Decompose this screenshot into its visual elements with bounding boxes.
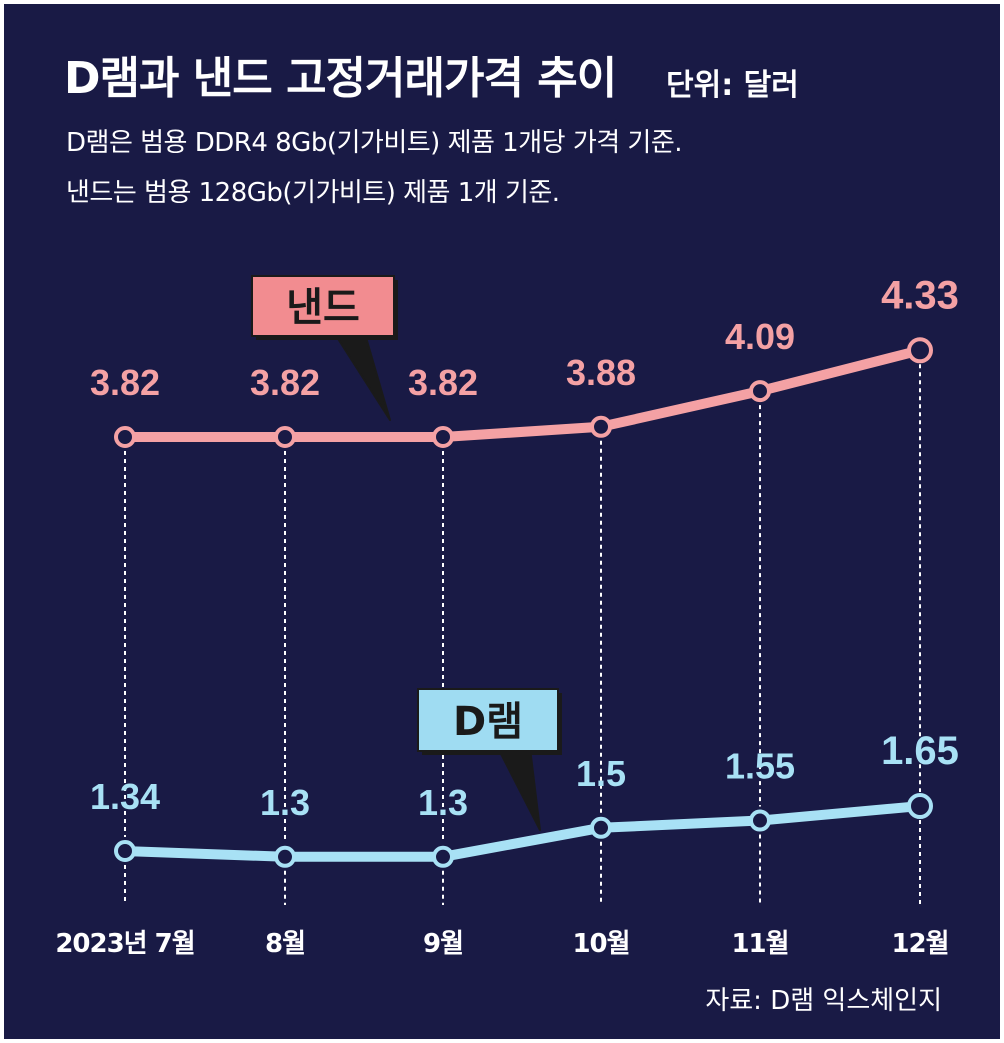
dram-point [114,840,136,862]
dram-point [432,845,454,868]
nand-point [432,426,454,448]
nand-value-label: 4.33 [881,273,959,317]
dram-callout-box [417,688,559,752]
dram-point [590,816,612,839]
x-tick-label: 8월 [265,929,305,959]
dram-value-label: 1.3 [260,782,310,823]
dram-point [749,809,771,832]
dram-value-label: 1.3 [418,782,468,823]
x-tick-label: 12월 [891,929,948,959]
nand-series-label: 낸드 [286,285,360,331]
nand-point [590,415,612,438]
chart-panel: D램과 낸드 고정거래가격 추이 단위: 달러 D램은 범용 DDR4 8Gb(… [4,4,1000,1039]
nand-point [907,337,933,364]
nand-value-label: 3.82 [408,362,478,403]
dram-line [120,801,925,862]
nand-value-label: 4.09 [725,316,795,357]
nand-point [749,380,771,403]
x-tick-label: 11월 [731,929,788,959]
nand-value-label: 3.88 [566,352,636,393]
nand-line [120,345,925,442]
dram-value-label: 1.34 [90,776,160,817]
nand-callout-box [251,275,395,337]
x-tick-label: 2023년 7월 [55,929,194,959]
nand-callout-tail-shadow [334,333,391,421]
nand-point [274,426,296,448]
dram-point [274,845,296,868]
note-nand-basis: 낸드는 범용 128Gb(기가비트) 제품 1개 기준. [66,178,560,208]
x-tick-label: 9월 [423,929,463,959]
dram-point [907,793,933,820]
x-tick-label: 10월 [572,929,629,959]
chart-title: D램과 낸드 고정거래가격 추이 [64,53,617,104]
dram-series-label: D램 [453,699,523,745]
nand-point [114,426,136,448]
nand-value-label: 3.82 [90,362,160,403]
nand-value-label: 3.82 [250,362,320,403]
dram-value-label: 1.65 [881,729,959,773]
unit-label: 단위: 달러 [666,68,799,103]
dram-value-label: 1.5 [576,753,626,794]
source-note: 자료: D램 익스체인지 [705,986,942,1016]
note-dram-basis: D램은 범용 DDR4 8Gb(기가비트) 제품 1개당 가격 기준. [66,128,683,158]
dram-value-label: 1.55 [725,746,795,787]
dram-callout-tail-shadow [497,747,541,831]
